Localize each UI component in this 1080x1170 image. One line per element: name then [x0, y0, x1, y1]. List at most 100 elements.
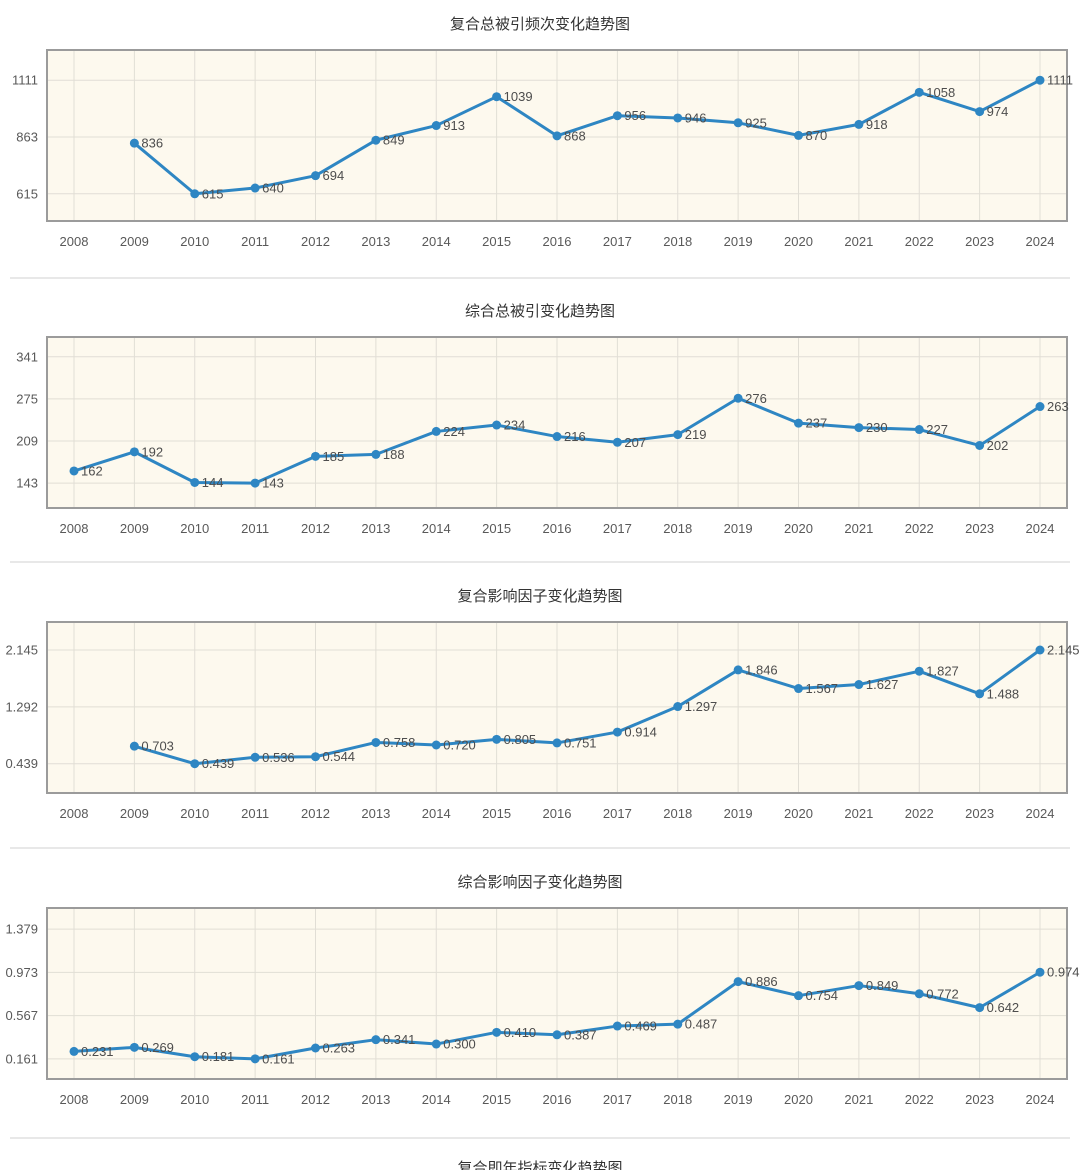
- data-point[interactable]: [552, 738, 562, 748]
- x-axis-year-label: 2023: [965, 234, 994, 249]
- data-point[interactable]: [552, 131, 562, 141]
- data-point[interactable]: [975, 689, 985, 699]
- data-point[interactable]: [129, 138, 139, 148]
- data-point[interactable]: [854, 119, 864, 129]
- data-point[interactable]: [733, 977, 743, 987]
- data-point[interactable]: [371, 449, 381, 459]
- data-point[interactable]: [975, 107, 985, 117]
- x-axis-year-label: 2011: [241, 234, 269, 249]
- data-point-label: 2.145: [1047, 643, 1080, 658]
- data-point[interactable]: [733, 665, 743, 675]
- data-point[interactable]: [190, 477, 200, 487]
- trend-line-chart[interactable]: 0.161 0.567 0.973 1.379 2008 2009 2010 2011 2012…: [0, 858, 1080, 1128]
- data-point-label: 0.263: [323, 1040, 356, 1055]
- y-axis-tick-label: 2.145: [5, 643, 38, 658]
- data-point[interactable]: [129, 1042, 139, 1052]
- data-point[interactable]: [552, 432, 562, 442]
- data-point[interactable]: [250, 183, 260, 193]
- y-axis-tick-label: 1.292: [5, 699, 38, 714]
- x-axis-year-label: 2010: [180, 1092, 209, 1107]
- data-point[interactable]: [431, 426, 441, 436]
- data-point[interactable]: [794, 991, 803, 1001]
- data-point[interactable]: [492, 92, 502, 102]
- data-point-label: 237: [806, 416, 828, 431]
- data-point-label: 1.846: [745, 662, 778, 677]
- data-point[interactable]: [129, 447, 139, 457]
- data-point[interactable]: [492, 420, 502, 430]
- data-point[interactable]: [914, 425, 924, 435]
- data-point[interactable]: [69, 1046, 79, 1056]
- data-point[interactable]: [1035, 967, 1045, 977]
- data-point[interactable]: [311, 171, 320, 181]
- data-point-label: 0.849: [866, 978, 899, 993]
- data-point[interactable]: [190, 759, 200, 769]
- data-point[interactable]: [250, 752, 260, 762]
- data-point[interactable]: [673, 430, 683, 440]
- chart-section-composite-total-citations: 复合总被引频次变化趋势图 615 863 1111 2008 2009 2010 2011 2…: [0, 0, 1080, 270]
- data-point[interactable]: [612, 111, 622, 121]
- data-point-label: 0.805: [504, 732, 537, 747]
- data-point[interactable]: [612, 437, 622, 447]
- x-axis-year-label: 2017: [603, 806, 632, 821]
- x-axis-year-label: 2019: [724, 1092, 753, 1107]
- data-point[interactable]: [914, 989, 924, 999]
- data-point[interactable]: [311, 451, 320, 461]
- data-point[interactable]: [673, 1019, 683, 1029]
- data-point-label: 207: [624, 435, 646, 450]
- data-point[interactable]: [733, 118, 743, 128]
- data-point[interactable]: [250, 1054, 260, 1064]
- data-point[interactable]: [854, 981, 864, 991]
- data-point[interactable]: [794, 130, 803, 140]
- data-point[interactable]: [794, 418, 803, 428]
- x-axis-year-label: 2009: [120, 234, 149, 249]
- data-point-label: 219: [685, 427, 707, 442]
- data-point[interactable]: [371, 1035, 381, 1045]
- data-point[interactable]: [552, 1030, 562, 1040]
- data-point[interactable]: [673, 702, 683, 712]
- x-axis-year-label: 2011: [241, 1092, 269, 1107]
- trend-line-chart[interactable]: 615 863 1111 2008 2009 2010 2011 2012 2013 2014 20…: [0, 0, 1080, 270]
- data-point[interactable]: [431, 121, 441, 131]
- data-point[interactable]: [914, 87, 924, 97]
- section-divider: [10, 277, 1070, 279]
- data-point[interactable]: [975, 1003, 985, 1013]
- data-point[interactable]: [914, 666, 924, 676]
- data-point[interactable]: [69, 466, 79, 476]
- data-point-label: 0.300: [443, 1037, 476, 1052]
- data-point[interactable]: [975, 440, 985, 450]
- data-point[interactable]: [431, 740, 441, 750]
- data-point[interactable]: [371, 737, 381, 747]
- data-point[interactable]: [190, 1052, 200, 1062]
- data-point-label: 1058: [926, 85, 955, 100]
- data-point[interactable]: [431, 1039, 441, 1049]
- data-point[interactable]: [371, 135, 381, 145]
- trend-line-chart[interactable]: 0.439 1.292 2.145 2008 2009 2010 2011 2012 2013 2…: [0, 572, 1080, 842]
- data-point[interactable]: [794, 684, 803, 694]
- chart-section-composite-immediacy-index-partial: 复合即年指标变化趋势图: [0, 1144, 1080, 1170]
- data-point[interactable]: [250, 478, 260, 488]
- data-point[interactable]: [311, 1043, 320, 1053]
- data-point[interactable]: [311, 752, 320, 762]
- section-divider: [10, 1137, 1070, 1139]
- data-point[interactable]: [612, 1021, 622, 1031]
- data-point-label: 868: [564, 128, 586, 143]
- data-point[interactable]: [1035, 645, 1045, 655]
- plot-border: [46, 336, 1068, 509]
- data-point[interactable]: [129, 741, 139, 751]
- x-axis-year-label: 2020: [784, 521, 813, 536]
- x-axis-year-label: 2018: [663, 234, 692, 249]
- data-point[interactable]: [854, 680, 864, 690]
- data-point[interactable]: [673, 113, 683, 123]
- data-point[interactable]: [492, 1027, 502, 1037]
- trend-line-chart[interactable]: 143 209 275 341 2008 2009 2010 2011 2012 2013 2014…: [0, 287, 1080, 557]
- x-axis-year-label: 2022: [905, 521, 934, 536]
- data-point[interactable]: [854, 423, 864, 433]
- data-point[interactable]: [492, 734, 502, 744]
- data-point[interactable]: [1035, 402, 1045, 412]
- data-point[interactable]: [190, 189, 200, 199]
- data-point[interactable]: [733, 393, 743, 403]
- data-point[interactable]: [612, 727, 622, 737]
- data-point[interactable]: [1035, 75, 1045, 85]
- x-axis-year-label: 2013: [361, 234, 390, 249]
- data-point-label: 0.161: [262, 1051, 295, 1066]
